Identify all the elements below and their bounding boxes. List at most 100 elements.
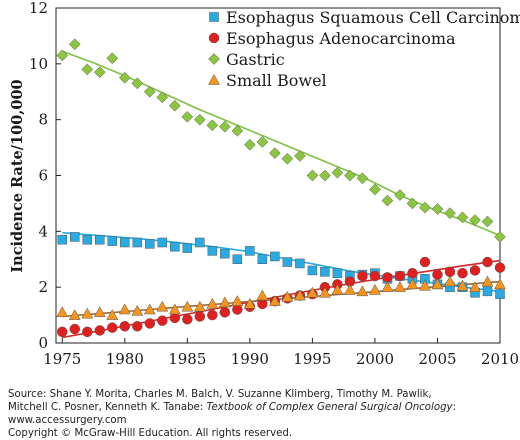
data-point (407, 267, 418, 279)
data-point (69, 323, 81, 335)
data-point (169, 312, 181, 324)
data-point (93, 306, 106, 318)
data-point (431, 203, 444, 215)
data-point (257, 298, 268, 310)
data-point (394, 189, 406, 201)
data-point (68, 38, 81, 51)
data-point (243, 297, 256, 309)
data-point (145, 239, 155, 249)
data-point (143, 85, 156, 98)
data-point (481, 275, 494, 287)
data-point (157, 237, 168, 248)
data-point (106, 309, 119, 320)
data-point (268, 295, 281, 306)
data-point (381, 194, 394, 207)
data-point (82, 234, 93, 245)
data-point (207, 246, 218, 256)
data-point (293, 289, 306, 301)
x-tick-label: 2000 (356, 350, 394, 368)
data-point (319, 169, 331, 182)
data-point (170, 241, 180, 252)
data-point (231, 295, 244, 306)
data-point (94, 325, 106, 336)
data-point (332, 268, 343, 278)
data-point (107, 322, 118, 333)
data-point (494, 278, 506, 290)
data-point (444, 275, 456, 287)
trend-lines (62, 50, 501, 339)
data-point (168, 99, 181, 112)
data-point (481, 215, 494, 228)
data-point (406, 278, 419, 290)
y-tick-label: 6 (38, 167, 48, 185)
series-2-points (57, 256, 506, 338)
data-point (219, 307, 231, 318)
data-point (232, 254, 243, 264)
data-point (68, 309, 81, 320)
legend-label-1: Esophagus Squamous Cell Carcinoma (226, 8, 520, 27)
data-point (306, 169, 319, 182)
data-point (131, 304, 144, 316)
y-tick-label: 4 (38, 222, 48, 240)
data-point (419, 279, 431, 291)
y-tick-label: 2 (38, 278, 48, 296)
data-point (56, 49, 69, 62)
data-point (270, 251, 280, 262)
data-point (419, 201, 431, 214)
data-point (306, 286, 319, 298)
data-point (269, 147, 281, 160)
data-point (244, 138, 256, 151)
x-tick-label: 1990 (231, 350, 269, 368)
data-point (282, 257, 293, 267)
data-point (469, 265, 481, 276)
data-point (343, 283, 356, 295)
data-point (120, 237, 130, 248)
legend-marker-2 (208, 32, 220, 44)
data-point (431, 278, 444, 290)
data-point (257, 254, 268, 264)
legend: Esophagus Squamous Cell Carcinoma Esophag… (208, 8, 520, 90)
data-point (143, 303, 156, 315)
data-point (331, 283, 344, 295)
data-point (107, 236, 118, 246)
data-point (118, 303, 131, 315)
data-point (118, 71, 131, 84)
data-points (56, 38, 506, 338)
data-point (57, 234, 68, 245)
legend-marker-1 (209, 12, 219, 22)
data-point (206, 119, 219, 132)
data-point (281, 290, 294, 302)
x-tick-label: 2010 (481, 350, 519, 368)
data-point (218, 296, 231, 308)
data-point (331, 166, 344, 179)
data-point (369, 183, 381, 196)
data-point (356, 285, 369, 297)
data-point (457, 267, 468, 279)
data-point (168, 303, 181, 315)
data-point (106, 52, 119, 65)
data-point (444, 266, 456, 278)
data-point (181, 300, 194, 312)
data-point (456, 211, 469, 224)
y-tick-label: 0 (38, 334, 48, 352)
data-point (182, 314, 193, 325)
data-point (382, 272, 393, 283)
data-point (394, 281, 406, 292)
data-point (419, 256, 431, 268)
data-point (57, 326, 68, 338)
legend-label-3: Gastric (226, 50, 285, 69)
y-tick-label: 8 (38, 111, 48, 129)
data-point (432, 269, 443, 280)
data-point (394, 270, 406, 282)
series-4-points (56, 275, 506, 320)
data-point (82, 326, 93, 338)
y-axis-ticks: 0 2 4 6 8 10 12 (29, 0, 61, 352)
data-point (295, 258, 305, 269)
source-line-2: Mitchell C. Posner, Kenneth K. Tanabe: T… (8, 401, 456, 414)
data-point (95, 234, 105, 245)
source-url[interactable]: www.accessurgery.com (8, 415, 127, 426)
data-point (195, 237, 205, 248)
data-point (281, 152, 294, 165)
data-point (207, 309, 218, 321)
data-point (218, 120, 231, 133)
